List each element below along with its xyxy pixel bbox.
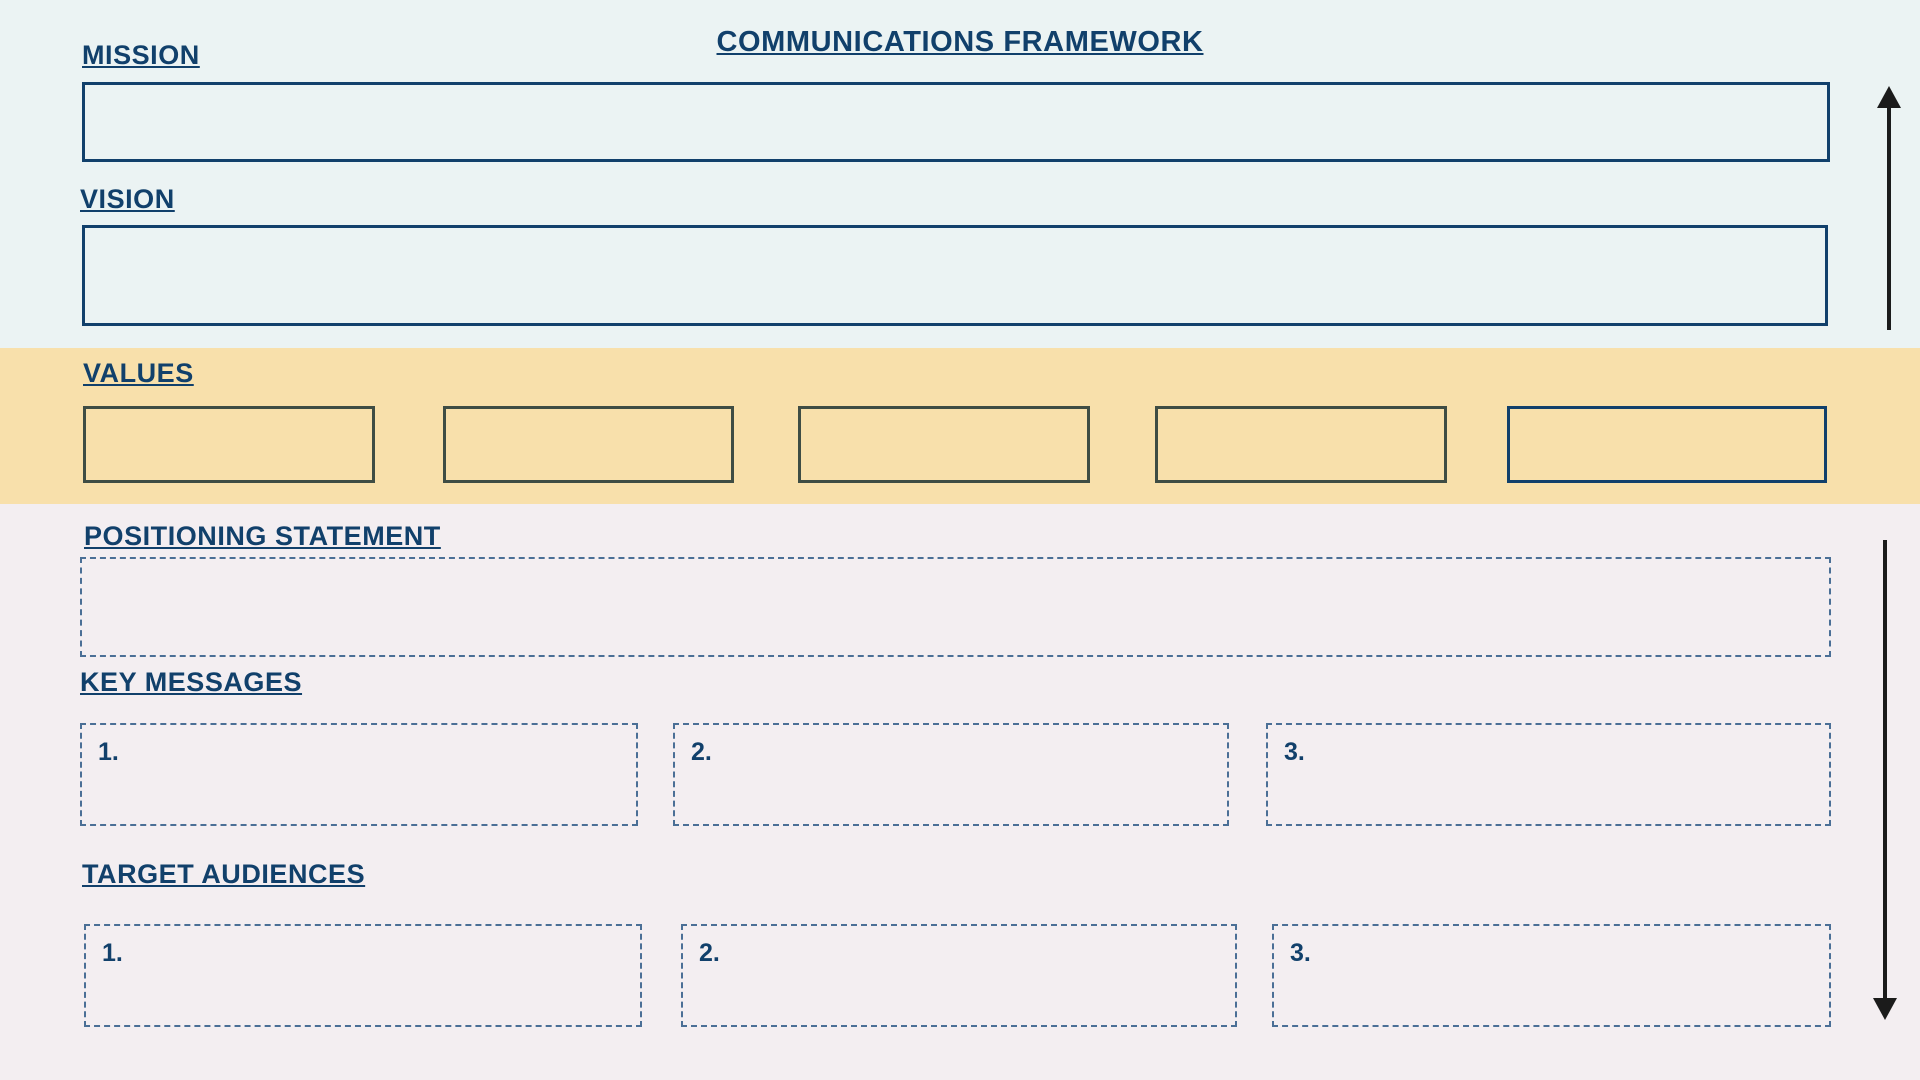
target-audiences-label: TARGET AUDIENCES (82, 859, 365, 890)
positioning-box (80, 557, 1831, 657)
positioning-label: POSITIONING STATEMENT (84, 521, 441, 552)
values-box-1 (83, 406, 375, 483)
key-message-box-1 (80, 723, 638, 826)
values-box-2 (443, 406, 734, 483)
key-message-box-2 (673, 723, 1229, 826)
arrow-up-icon (1872, 86, 1906, 330)
arrow-down-icon (1868, 540, 1902, 1020)
target-audience-box-3 (1272, 924, 1831, 1027)
key-message-num-3: 3. (1284, 738, 1305, 767)
key-message-num-1: 1. (98, 738, 119, 767)
mission-box (82, 82, 1830, 162)
mission-label: MISSION (82, 40, 200, 71)
values-box-3 (798, 406, 1090, 483)
framework-canvas: COMMUNICATIONS FRAMEWORK MISSION VISION … (0, 0, 1920, 1080)
page-title: COMMUNICATIONS FRAMEWORK (0, 26, 1920, 59)
target-audience-box-1 (84, 924, 642, 1027)
values-label: VALUES (83, 358, 194, 389)
target-audience-num-3: 3. (1290, 939, 1311, 968)
target-audience-box-2 (681, 924, 1237, 1027)
values-box-4 (1155, 406, 1447, 483)
key-message-box-3 (1266, 723, 1831, 826)
vision-box (82, 225, 1828, 326)
target-audience-num-1: 1. (102, 939, 123, 968)
target-audience-num-2: 2. (699, 939, 720, 968)
vision-label: VISION (80, 184, 175, 215)
key-message-num-2: 2. (691, 738, 712, 767)
key-messages-label: KEY MESSAGES (80, 667, 302, 698)
values-box-5 (1507, 406, 1827, 483)
